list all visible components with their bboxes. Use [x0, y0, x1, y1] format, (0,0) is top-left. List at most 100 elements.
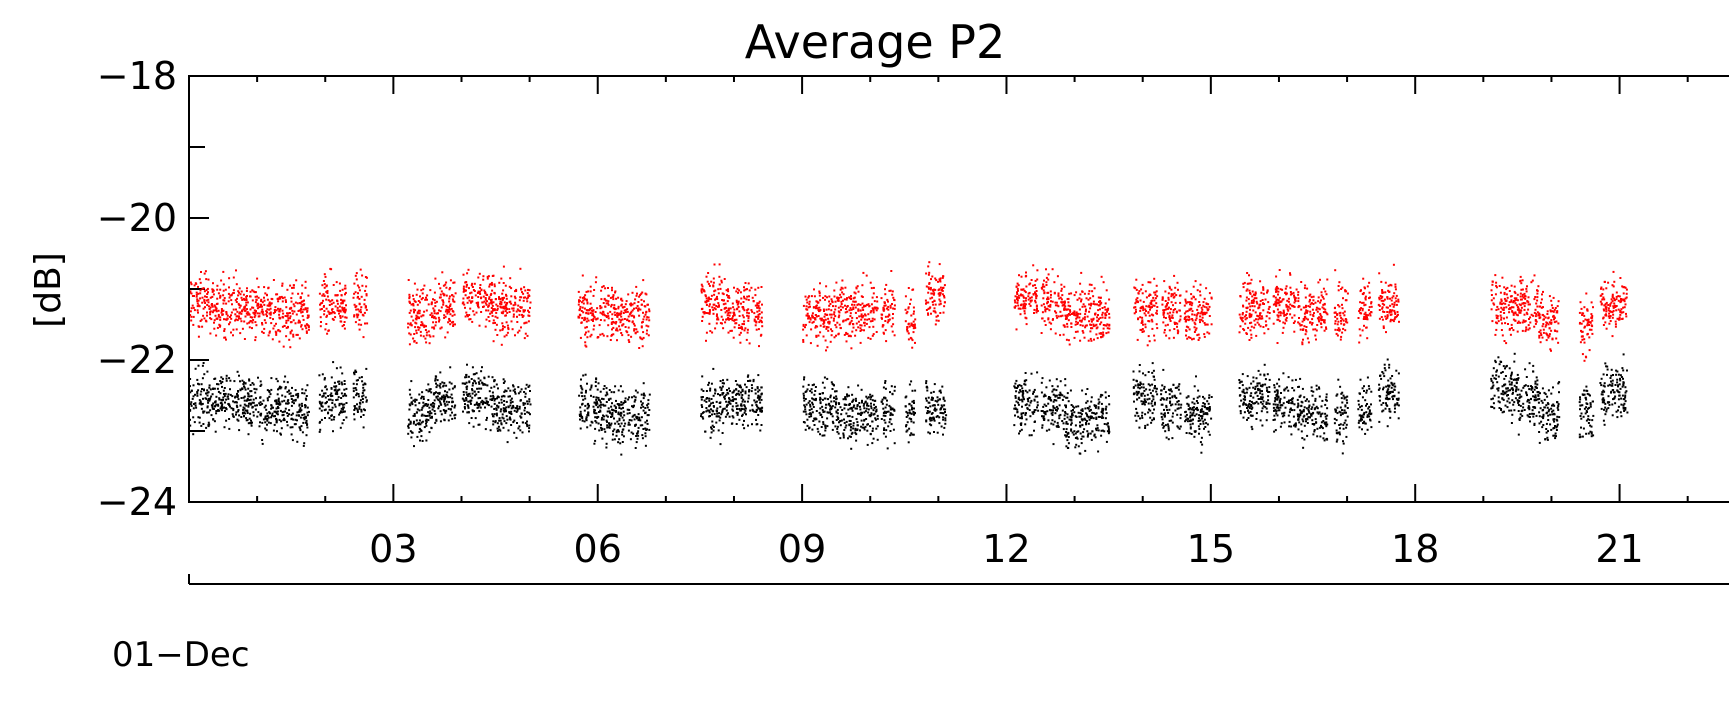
data-point: [1135, 298, 1138, 301]
data-point: [1197, 305, 1200, 308]
data-point: [634, 298, 637, 301]
data-point: [1346, 292, 1349, 295]
data-point: [928, 282, 931, 285]
series-0: [189, 261, 1628, 362]
data-point: [319, 308, 322, 311]
data-point: [294, 322, 297, 325]
data-point: [294, 301, 297, 304]
data-point: [1578, 311, 1581, 314]
data-point: [448, 310, 451, 313]
data-point: [330, 312, 333, 315]
data-point: [213, 304, 216, 307]
data-point: [238, 306, 241, 309]
data-point: [1344, 318, 1347, 320]
data-point: [503, 335, 506, 338]
data-point: [1553, 317, 1556, 319]
data-point: [227, 300, 230, 303]
data-point: [485, 309, 488, 312]
data-point: [514, 301, 517, 304]
data-point: [266, 423, 268, 426]
data-point: [642, 318, 645, 321]
data-point: [430, 301, 433, 304]
data-point: [1585, 292, 1588, 295]
data-point: [848, 323, 851, 326]
data-point: [511, 328, 514, 331]
data-point: [300, 409, 303, 412]
data-point: [221, 377, 224, 380]
data-point: [1156, 327, 1159, 330]
data-point: [1304, 311, 1307, 314]
data-point: [509, 277, 512, 280]
data-point: [212, 402, 215, 405]
data-point: [590, 309, 593, 312]
data-point: [844, 319, 847, 322]
data-point: [1014, 295, 1017, 298]
data-point: [1208, 305, 1211, 308]
data-point: [301, 300, 304, 303]
data-point: [586, 336, 589, 339]
data-point: [1495, 286, 1498, 289]
data-point: [747, 308, 750, 311]
data-point: [294, 389, 297, 392]
data-point: [336, 393, 339, 396]
data-point: [1172, 293, 1174, 296]
data-point: [747, 315, 750, 318]
data-point: [1590, 301, 1593, 304]
data-point: [1017, 307, 1020, 310]
data-point: [1066, 322, 1069, 325]
data-point: [1509, 307, 1512, 309]
data-point: [245, 290, 248, 292]
data-point: [363, 298, 366, 301]
data-point: [493, 291, 496, 294]
data-point: [802, 339, 805, 341]
data-point: [872, 311, 875, 314]
data-point: [206, 399, 209, 402]
data-point: [1506, 286, 1509, 289]
data-point: [1073, 313, 1076, 316]
data-point: [528, 289, 531, 292]
data-point: [273, 324, 276, 327]
data-point: [746, 288, 748, 291]
data-point: [1531, 279, 1534, 282]
data-point: [250, 390, 253, 393]
data-point: [1069, 310, 1072, 313]
data-point: [189, 310, 192, 313]
data-point: [907, 307, 910, 310]
data-point: [616, 339, 618, 342]
data-point: [863, 329, 865, 332]
data-point: [1145, 310, 1147, 312]
data-point: [756, 304, 759, 307]
data-point: [881, 324, 884, 327]
data-point: [1551, 310, 1554, 313]
data-point: [890, 270, 893, 272]
data-point: [716, 298, 719, 300]
data-point: [720, 281, 723, 284]
data-point: [1137, 317, 1140, 320]
data-point: [294, 418, 297, 421]
data-point: [512, 309, 515, 312]
data-point: [706, 280, 709, 283]
data-point: [435, 321, 438, 324]
data-point: [252, 383, 255, 386]
data-point: [1613, 302, 1616, 305]
data-point: [190, 319, 193, 322]
data-point: [883, 308, 886, 311]
data-point: [1096, 337, 1099, 340]
data-point: [1550, 299, 1553, 302]
data-point: [433, 327, 436, 330]
data-point: [208, 386, 211, 389]
data-point: [1152, 314, 1155, 317]
data-point: [251, 382, 254, 384]
data-point: [1309, 303, 1312, 306]
data-point: [1265, 315, 1268, 318]
data-point: [244, 412, 247, 415]
data-point: [417, 328, 420, 331]
data-point: [1267, 328, 1270, 331]
data-point: [1323, 321, 1326, 323]
data-point: [298, 404, 301, 407]
data-point: [718, 304, 720, 307]
data-point: [585, 331, 587, 334]
data-point: [1057, 315, 1060, 318]
data-point: [256, 307, 259, 310]
data-point: [1287, 300, 1290, 303]
